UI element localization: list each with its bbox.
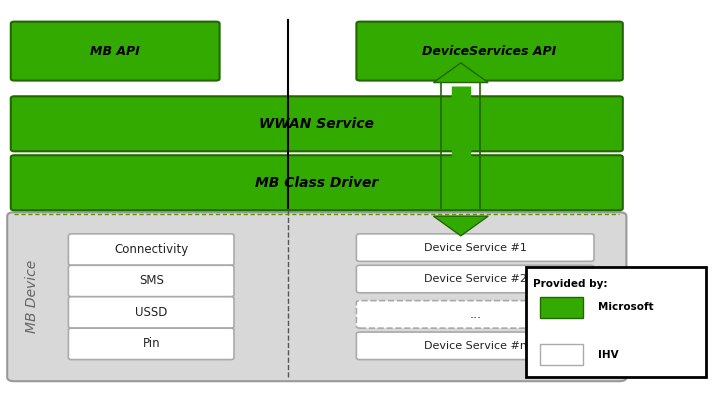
Text: Device Service #2: Device Service #2 <box>423 274 527 284</box>
Text: USSD: USSD <box>135 306 167 319</box>
FancyBboxPatch shape <box>68 234 234 265</box>
Text: Microsoft: Microsoft <box>598 301 653 312</box>
Text: Device Service #n: Device Service #n <box>423 341 527 351</box>
Text: Provided by:: Provided by: <box>533 279 607 289</box>
FancyBboxPatch shape <box>356 234 594 261</box>
Text: MB Class Driver: MB Class Driver <box>255 176 379 190</box>
Polygon shape <box>433 63 488 83</box>
Text: MB API: MB API <box>90 44 140 58</box>
Text: WWAN Service: WWAN Service <box>259 117 374 131</box>
FancyBboxPatch shape <box>7 212 626 381</box>
FancyBboxPatch shape <box>68 297 234 328</box>
Text: Device Service #1: Device Service #1 <box>424 242 526 253</box>
Text: ...: ... <box>469 308 481 321</box>
Text: MB Device: MB Device <box>25 260 40 333</box>
FancyBboxPatch shape <box>540 344 583 365</box>
FancyBboxPatch shape <box>11 155 623 210</box>
FancyBboxPatch shape <box>11 22 220 81</box>
FancyBboxPatch shape <box>68 265 234 297</box>
Text: Connectivity: Connectivity <box>114 243 189 256</box>
Text: SMS: SMS <box>139 274 163 288</box>
FancyBboxPatch shape <box>11 96 623 151</box>
Text: Pin: Pin <box>143 337 160 351</box>
Text: IHV: IHV <box>598 350 618 360</box>
FancyBboxPatch shape <box>68 328 234 360</box>
FancyBboxPatch shape <box>356 301 594 328</box>
FancyBboxPatch shape <box>540 297 583 318</box>
FancyBboxPatch shape <box>356 265 594 293</box>
FancyBboxPatch shape <box>526 267 706 377</box>
Text: DeviceServices API: DeviceServices API <box>423 44 557 58</box>
FancyBboxPatch shape <box>356 22 623 81</box>
Polygon shape <box>433 216 488 236</box>
FancyBboxPatch shape <box>356 332 594 360</box>
